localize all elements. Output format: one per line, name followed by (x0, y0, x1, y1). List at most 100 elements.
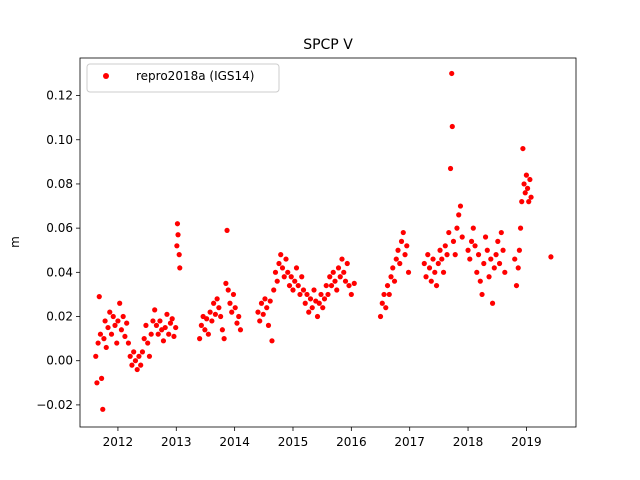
data-point (446, 229, 452, 236)
data-point (472, 243, 478, 249)
data-point (425, 252, 431, 258)
data-point (146, 353, 153, 359)
data-point (520, 145, 526, 152)
data-point (450, 238, 457, 244)
data-point (230, 291, 237, 298)
data-point (428, 278, 434, 284)
data-point (527, 176, 533, 183)
data-point (174, 243, 180, 249)
data-point (223, 280, 229, 286)
data-point (334, 287, 340, 293)
data-point (262, 296, 268, 302)
data-point (271, 287, 277, 293)
data-point (279, 265, 286, 271)
data-point (449, 70, 455, 77)
data-point (125, 340, 132, 346)
data-point (489, 300, 496, 306)
data-point (468, 238, 475, 244)
data-point (197, 336, 203, 342)
y-axis-ticks: −0.02 0.00 0.02 0.04 0.06 0.08 0.10 0.12 (36, 89, 80, 412)
data-point (209, 318, 215, 324)
data-point (102, 318, 108, 324)
data-point (528, 194, 534, 200)
data-point (346, 282, 352, 289)
data-point (207, 309, 213, 315)
data-point (227, 300, 233, 306)
data-point (281, 274, 287, 280)
data-point (491, 265, 497, 271)
data-point (114, 340, 120, 346)
data-point (386, 291, 392, 298)
data-point (341, 269, 347, 275)
y-tick-label: 0.08 (46, 177, 73, 191)
data-point (276, 260, 282, 267)
legend-box (86, 63, 280, 93)
data-point (293, 265, 300, 271)
data-point (169, 316, 175, 322)
data-point (477, 278, 483, 284)
plot-frame (79, 57, 577, 428)
data-point (131, 349, 137, 355)
data-point (339, 256, 345, 262)
data-point (323, 282, 329, 289)
data-point (204, 316, 210, 322)
data-point (127, 353, 133, 359)
data-point (198, 322, 204, 328)
x-tick-label: 2019 (511, 435, 542, 449)
data-point (93, 353, 99, 359)
data-point (269, 338, 275, 344)
data-point (290, 287, 296, 293)
data-point (395, 247, 401, 253)
data-point (177, 265, 183, 271)
data-point (143, 322, 149, 328)
y-tick-label: 0.10 (46, 133, 73, 147)
data-point (521, 181, 527, 187)
data-point (328, 282, 335, 289)
data-point (467, 256, 473, 262)
data-point (97, 331, 104, 337)
data-point (393, 256, 399, 262)
data-point (437, 247, 443, 253)
data-point (498, 229, 504, 236)
data-point (351, 280, 357, 286)
data-point (171, 333, 177, 340)
data-point (167, 320, 174, 326)
data-point (502, 269, 508, 275)
data-point (524, 185, 531, 191)
data-point (173, 324, 179, 331)
y-axis-label: m (8, 236, 22, 248)
data-point (526, 199, 532, 205)
legend-label: repro2018a (IGS14) (136, 69, 254, 83)
data-point (225, 287, 231, 293)
data-point (300, 287, 307, 293)
data-point (426, 265, 433, 271)
data-point (482, 234, 489, 240)
data-point (107, 309, 113, 315)
data-point (433, 282, 440, 289)
data-point (219, 327, 225, 333)
x-tick-label: 2013 (161, 435, 192, 449)
data-point (162, 324, 168, 331)
data-point (218, 313, 224, 320)
data-point (118, 327, 125, 333)
data-point (176, 252, 182, 258)
data-point (402, 252, 408, 258)
data-point (110, 313, 116, 320)
data-point (105, 324, 111, 331)
data-point (318, 291, 324, 298)
data-point (421, 260, 427, 267)
data-point (255, 309, 261, 315)
y-tick-label: 0.04 (46, 265, 73, 279)
data-point (332, 278, 338, 284)
data-point (470, 225, 476, 231)
data-point (454, 225, 460, 231)
data-point (388, 274, 394, 280)
data-point (145, 340, 151, 346)
chart-title: SPCP V (303, 37, 353, 53)
y-tick-label: 0.00 (46, 354, 73, 368)
data-point (237, 327, 244, 333)
data-point (112, 322, 118, 328)
data-point (283, 256, 289, 262)
y-tick-label: −0.02 (36, 398, 73, 412)
data-point (327, 274, 333, 280)
